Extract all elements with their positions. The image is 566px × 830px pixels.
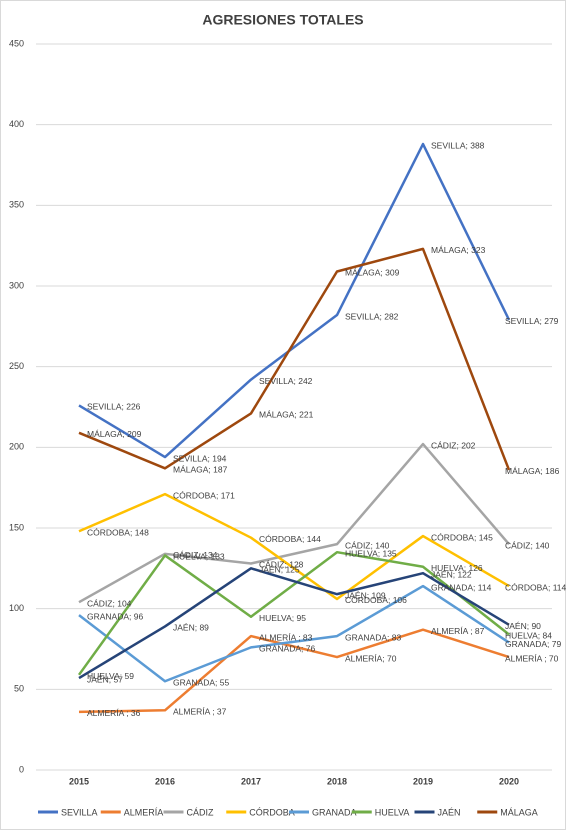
y-tick-label: 250 [9, 361, 24, 371]
series-line [78, 584, 510, 683]
data-label: MÁLAGA; 323 [431, 245, 486, 255]
data-label: MÁLAGA; 187 [173, 465, 228, 475]
data-label: CÁDIZ; 202 [431, 440, 476, 450]
data-label: HUELVA; 135 [345, 548, 397, 558]
legend-label: GRANADA [312, 807, 357, 817]
data-label: CÁDIZ; 140 [345, 540, 390, 550]
data-label: ALMERÍA ; 36 [87, 708, 141, 718]
data-label: GRANADA; 83 [345, 632, 401, 642]
series-line [78, 492, 510, 601]
data-label: HUELVA; 84 [505, 631, 552, 641]
series-line [77, 550, 510, 676]
series-line [78, 142, 511, 459]
series-line [78, 442, 510, 604]
data-label: GRANADA; 55 [173, 678, 229, 688]
data-label: SEVILLA; 242 [259, 376, 313, 386]
data-label: CÓRDOBA; 106 [345, 595, 407, 605]
data-label: MÁLAGA; 221 [259, 410, 314, 420]
data-label: SEVILLA; 226 [87, 402, 141, 412]
x-tick-label: 2020 [499, 776, 519, 786]
y-tick-label: 400 [9, 119, 24, 129]
data-label: CÁDIZ; 128 [259, 560, 304, 570]
data-label: ALMERÍA ; 87 [431, 626, 485, 636]
data-label: CÁDIZ; 140 [505, 540, 550, 550]
data-label: CÓRDOBA; 144 [259, 534, 321, 544]
data-label: HUELVA; 133 [173, 552, 225, 562]
y-tick-label: 350 [9, 200, 24, 210]
y-tick-label: 300 [9, 280, 24, 290]
legend-label: CÁDIZ [187, 807, 215, 817]
data-label: GRANADA; 79 [505, 639, 561, 649]
legend-label: SEVILLA [61, 807, 98, 817]
data-label: HUELVA; 126 [431, 563, 483, 573]
legend-label: JAÉN [438, 807, 461, 817]
data-label: HUELVA; 59 [87, 671, 134, 681]
data-label: CÁDIZ; 134 [173, 550, 218, 560]
data-label: GRANADA; 114 [431, 582, 492, 592]
data-label: SEVILLA; 194 [173, 453, 227, 463]
series-line [78, 247, 511, 471]
legend-label: ALMERÍA [124, 807, 164, 817]
data-label: MÁLAGA; 186 [505, 466, 560, 476]
x-tick-label: 2018 [327, 776, 347, 786]
data-label: JAÉN; 90 [505, 621, 541, 631]
data-label: SEVILLA; 282 [345, 311, 399, 321]
y-tick-label: 100 [9, 603, 24, 613]
data-label: MÁLAGA; 309 [345, 268, 400, 278]
data-label: CÓRDOBA; 171 [173, 490, 235, 500]
data-label: ALMERÍA ; 37 [173, 707, 227, 717]
y-tick-label: 50 [14, 684, 24, 694]
data-label: CÓRDOBA; 148 [87, 527, 149, 537]
data-label: ALMERÍA; 70 [345, 653, 397, 663]
data-label: JAÉN; 122 [431, 569, 472, 579]
data-label: SEVILLA; 388 [431, 140, 485, 150]
x-tick-label: 2017 [241, 776, 261, 786]
y-tick-label: 0 [19, 764, 24, 774]
chart-title: AGRESIONES TOTALES [202, 12, 363, 28]
data-label: CÓRDOBA; 114 [505, 582, 566, 592]
legend-label: CÓRDOBA [249, 807, 295, 817]
y-tick-label: 200 [9, 442, 24, 452]
data-label: JAÉN; 109 [345, 590, 386, 600]
data-label: JAÉN; 57 [87, 674, 123, 684]
data-label: MÁLAGA; 209 [87, 429, 142, 439]
data-label: ALMERÍA ; 83 [259, 632, 313, 642]
y-tick-label: 450 [9, 38, 24, 48]
x-tick-label: 2019 [413, 776, 433, 786]
x-tick-label: 2016 [155, 776, 175, 786]
data-label: CÁDIZ; 104 [87, 598, 132, 608]
x-tick-label: 2015 [69, 776, 89, 786]
y-tick-label: 150 [9, 522, 24, 532]
legend-label: MÁLAGA [500, 807, 538, 817]
data-label: JAÉN; 89 [173, 623, 209, 633]
legend-label: HUELVA [375, 807, 410, 817]
series-line [78, 567, 510, 680]
data-label: GRANADA; 76 [259, 644, 315, 654]
data-label: JAÉN; 125 [259, 565, 300, 575]
data-label: ALMERÍA ; 70 [505, 653, 559, 663]
data-label: SEVILLA; 279 [505, 316, 559, 326]
series-line [78, 628, 510, 714]
data-label: CÓRDOBA; 145 [431, 532, 493, 542]
data-label: GRANADA; 96 [87, 611, 143, 621]
data-label: HUELVA; 95 [259, 613, 306, 623]
